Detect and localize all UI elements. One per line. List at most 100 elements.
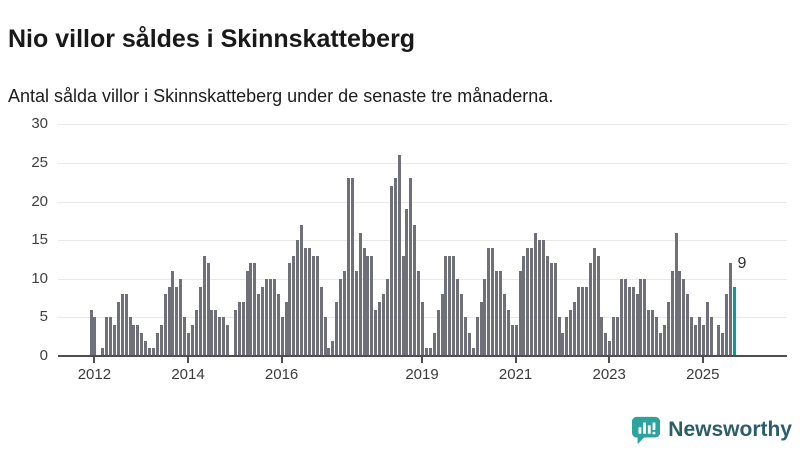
bar bbox=[658, 332, 662, 356]
bar bbox=[561, 332, 565, 356]
bar bbox=[604, 332, 608, 356]
bar bbox=[159, 325, 163, 356]
y-tick-label: 15 bbox=[31, 231, 48, 249]
bar bbox=[206, 263, 210, 356]
bar bbox=[635, 294, 639, 356]
x-tick-label: 2025 bbox=[686, 366, 720, 383]
bar bbox=[545, 255, 549, 356]
bar bbox=[514, 325, 518, 356]
bar bbox=[202, 255, 206, 356]
x-tick-label: 2023 bbox=[592, 366, 626, 383]
y-tick-label: 0 bbox=[39, 347, 48, 364]
bar bbox=[370, 255, 374, 356]
bar bbox=[389, 186, 393, 356]
bar bbox=[436, 309, 440, 356]
chart-subtitle: Antal sålda villor i Skinnskatteberg und… bbox=[8, 86, 554, 106]
bar bbox=[397, 155, 401, 356]
bar bbox=[697, 317, 701, 356]
bar bbox=[272, 278, 276, 356]
bar bbox=[327, 348, 331, 356]
bar bbox=[502, 294, 506, 356]
bar bbox=[541, 240, 545, 356]
x-tick bbox=[514, 356, 517, 363]
x-tick bbox=[187, 356, 189, 363]
bar bbox=[378, 302, 382, 356]
bar bbox=[662, 325, 666, 356]
gridline bbox=[58, 163, 787, 164]
bar bbox=[409, 178, 413, 356]
bar bbox=[343, 271, 346, 356]
bar bbox=[534, 232, 538, 356]
bar bbox=[705, 302, 709, 356]
y-tick-label: 30 bbox=[31, 115, 48, 133]
bar bbox=[183, 317, 187, 356]
bar bbox=[393, 178, 397, 356]
bar bbox=[307, 247, 311, 356]
bar bbox=[631, 286, 635, 356]
bar bbox=[717, 325, 721, 356]
bar bbox=[284, 302, 288, 356]
bar bbox=[460, 294, 463, 356]
bar bbox=[483, 278, 487, 356]
bar bbox=[120, 294, 124, 356]
bar bbox=[421, 302, 424, 356]
bar bbox=[194, 309, 198, 356]
bar bbox=[140, 332, 144, 356]
bar bbox=[261, 286, 265, 356]
bar bbox=[136, 325, 140, 356]
bar-chart-speech-bubble-icon bbox=[631, 415, 661, 445]
bar bbox=[214, 309, 218, 356]
x-tick-label: 2014 bbox=[171, 366, 205, 383]
bar bbox=[109, 317, 112, 356]
bar bbox=[475, 317, 479, 356]
gridline bbox=[58, 240, 787, 242]
bar bbox=[124, 294, 128, 356]
bar bbox=[686, 294, 690, 356]
bar bbox=[132, 325, 136, 356]
bar bbox=[709, 317, 713, 356]
bar bbox=[725, 294, 729, 356]
x-tick-label: 2019 bbox=[405, 366, 439, 383]
bar bbox=[592, 247, 596, 356]
bar bbox=[694, 325, 697, 356]
gridline bbox=[58, 124, 787, 126]
newsworthy-logo[interactable]: Newsworthy bbox=[631, 415, 792, 445]
bar bbox=[530, 247, 534, 356]
bar bbox=[616, 317, 619, 356]
bar bbox=[105, 317, 109, 356]
bar bbox=[144, 340, 148, 356]
bar bbox=[623, 278, 627, 356]
x-tick bbox=[280, 356, 283, 363]
bar bbox=[245, 271, 249, 356]
bar bbox=[600, 317, 604, 356]
bar bbox=[569, 309, 573, 356]
bar bbox=[331, 340, 335, 356]
bar bbox=[300, 224, 304, 356]
bar bbox=[580, 286, 584, 356]
bar bbox=[187, 332, 190, 356]
bar bbox=[479, 302, 483, 356]
bar bbox=[101, 348, 105, 356]
bar bbox=[678, 271, 682, 356]
bar bbox=[233, 309, 237, 356]
page-title: Nio villor såldes i Skinnskatteberg bbox=[8, 24, 416, 53]
bar bbox=[639, 278, 643, 356]
bar bbox=[577, 286, 580, 356]
bar bbox=[456, 278, 460, 356]
bar bbox=[276, 294, 280, 356]
bar bbox=[651, 309, 655, 356]
bar bbox=[619, 278, 623, 356]
bar bbox=[729, 263, 733, 356]
bar bbox=[573, 302, 577, 356]
bar bbox=[116, 302, 120, 356]
bar bbox=[401, 255, 405, 356]
bar bbox=[175, 286, 179, 356]
bar bbox=[366, 255, 370, 356]
bar bbox=[151, 348, 155, 356]
bar bbox=[167, 286, 171, 356]
bar bbox=[506, 309, 510, 356]
x-tick bbox=[701, 356, 704, 363]
bar bbox=[335, 302, 339, 356]
bar bbox=[584, 286, 588, 356]
